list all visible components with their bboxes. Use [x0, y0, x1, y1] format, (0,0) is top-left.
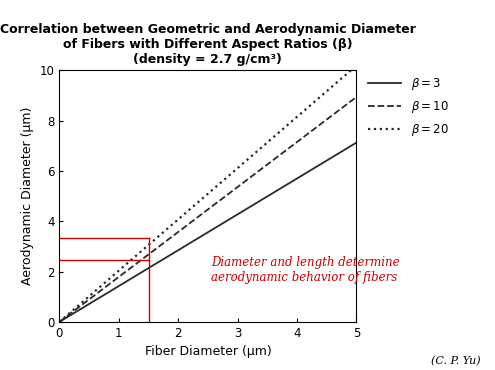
Text: Diameter and length determine
aerodynamic behavior of fibers: Diameter and length determine aerodynami…	[211, 256, 399, 284]
X-axis label: Fiber Diameter (μm): Fiber Diameter (μm)	[145, 345, 271, 358]
Y-axis label: Aerodynamic Diameter (μm): Aerodynamic Diameter (μm)	[21, 107, 34, 285]
Legend: $\beta=3$, $\beta=10$, $\beta=20$: $\beta=3$, $\beta=10$, $\beta=20$	[368, 76, 449, 138]
Text: (C. P. Yu): (C. P. Yu)	[431, 356, 480, 366]
Title: Correlation between Geometric and Aerodynamic Diameter
of Fibers with Different : Correlation between Geometric and Aerody…	[0, 23, 416, 66]
